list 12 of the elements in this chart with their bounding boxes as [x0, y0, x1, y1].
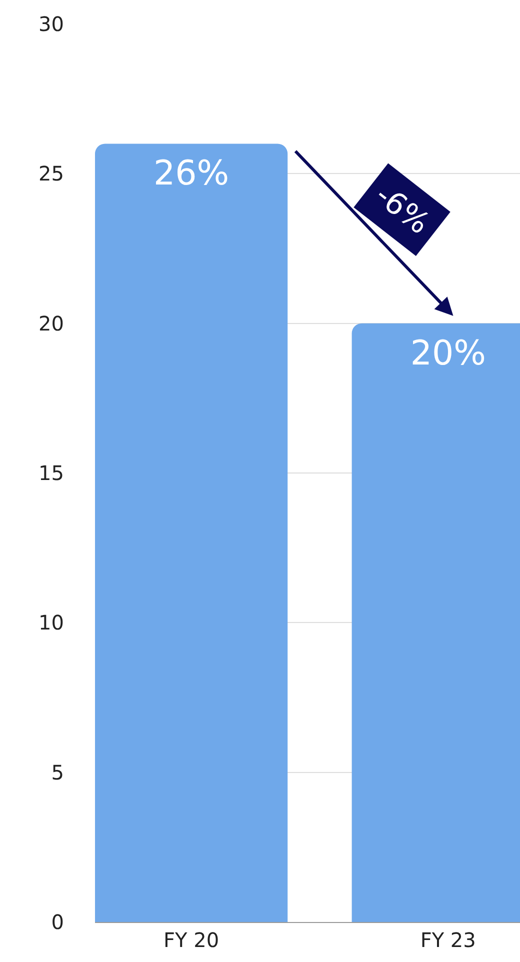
data-label: 26%: [154, 154, 230, 194]
y-tick-label: 30: [38, 12, 64, 36]
x-tick-label: FY 23: [420, 928, 476, 952]
y-tick-label: 15: [38, 461, 64, 485]
x-tick-label: FY 20: [164, 928, 220, 952]
y-tick-label: 10: [38, 610, 64, 635]
annotation: -6%: [368, 178, 436, 242]
y-tick-label: 5: [51, 760, 64, 784]
data-label: 20%: [410, 333, 486, 374]
y-tick-label: 0: [51, 910, 64, 934]
y-tick-label: 20: [38, 311, 64, 336]
y-tick-label: 25: [38, 162, 64, 186]
